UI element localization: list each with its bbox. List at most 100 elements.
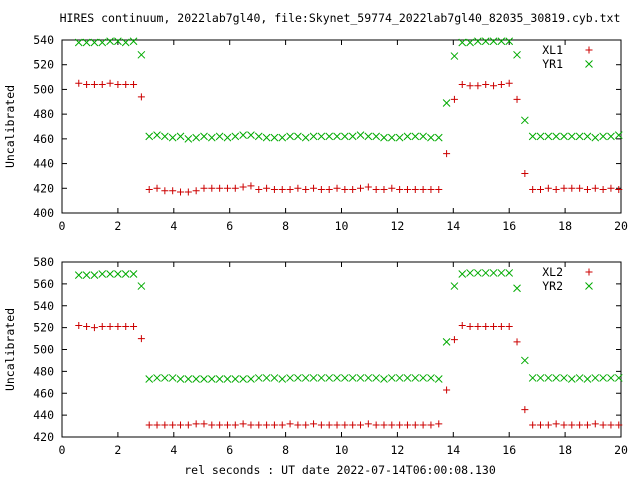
data-point [310,184,318,192]
data-point [98,80,106,88]
data-point [231,184,239,192]
data-point [270,421,278,429]
data-point [599,186,607,194]
y-axis-label: Uncalibrated [3,308,17,391]
data-point [325,374,334,382]
data-point [302,421,310,429]
x-tick-label: 18 [558,443,572,457]
data-point [74,271,83,279]
data-point [481,269,490,277]
data-point [254,132,263,141]
data-point [129,270,138,278]
x-axis-label: rel seconds : UT date 2022-07-14T06:00:0… [184,463,496,477]
x-tick-label: 16 [502,443,516,457]
data-point [450,52,459,60]
data-point [474,37,482,46]
data-point [583,421,591,429]
data-point [255,186,263,194]
data-point [207,133,216,142]
data-point [294,132,302,141]
data-point [614,374,623,382]
data-point [333,132,341,141]
data-point [411,186,419,194]
data-point [567,132,576,141]
data-point [552,132,561,141]
data-point [466,38,474,47]
data-point [380,421,388,429]
data-point [568,184,576,192]
y-tick-label: 500 [33,82,54,96]
data-point [278,133,287,142]
data-point [192,375,201,383]
y-tick-label: 580 [33,255,54,269]
data-point [474,82,482,90]
data-point [223,375,232,383]
data-point [537,186,545,194]
data-point [83,80,91,88]
y-tick-label: 460 [33,132,54,146]
data-point [294,374,302,382]
x-tick-label: 14 [446,443,460,457]
data-point [75,79,83,87]
data-point [396,421,404,429]
data-point [568,421,576,429]
data-point [176,132,185,141]
data-point [239,420,247,428]
data-point [200,132,208,141]
data-point [552,420,560,428]
data-point [419,186,427,194]
data-point [200,375,208,383]
data-point [216,421,224,429]
data-point [176,375,185,383]
data-point [215,132,224,141]
data-point [458,38,467,47]
legend-label: XL1 [542,43,563,57]
data-point [177,188,185,196]
data-point [349,421,357,429]
data-point [153,184,161,192]
data-point [536,132,545,141]
y-tick-label: 400 [33,206,54,220]
data-point [497,323,505,331]
data-point [200,184,208,192]
data-point [270,374,279,382]
data-point [364,374,373,382]
data-point [317,374,326,382]
data-point [90,38,99,47]
data-point [435,186,443,194]
data-point [513,284,521,293]
x-tick-label: 8 [282,219,289,233]
data-point [583,375,592,383]
data-point [192,187,200,195]
data-point [294,421,302,429]
data-point [153,374,161,382]
legend-marker [585,268,593,276]
legend-label: XL2 [542,265,563,279]
data-point [208,184,216,192]
data-point [247,375,255,383]
data-point [301,133,310,142]
data-point [458,80,466,88]
data-point [114,323,122,331]
data-point [137,93,145,101]
data-point [161,374,169,382]
data-point [82,271,91,279]
data-point [349,186,357,194]
data-point [442,337,451,346]
data-point [575,374,584,382]
data-point [90,271,99,279]
data-point [544,184,552,192]
data-point [474,269,482,277]
data-point [98,323,106,331]
data-point [490,82,498,90]
y-tick-label: 440 [33,157,54,171]
data-point [278,421,286,429]
data-point [83,323,91,331]
x-tick-label: 2 [114,443,121,457]
series-xl2 [75,321,623,429]
data-point [560,374,568,382]
y-axis-label: Uncalibrated [3,85,17,168]
data-point [169,187,177,195]
data-point [419,132,427,141]
data-point [286,186,294,194]
